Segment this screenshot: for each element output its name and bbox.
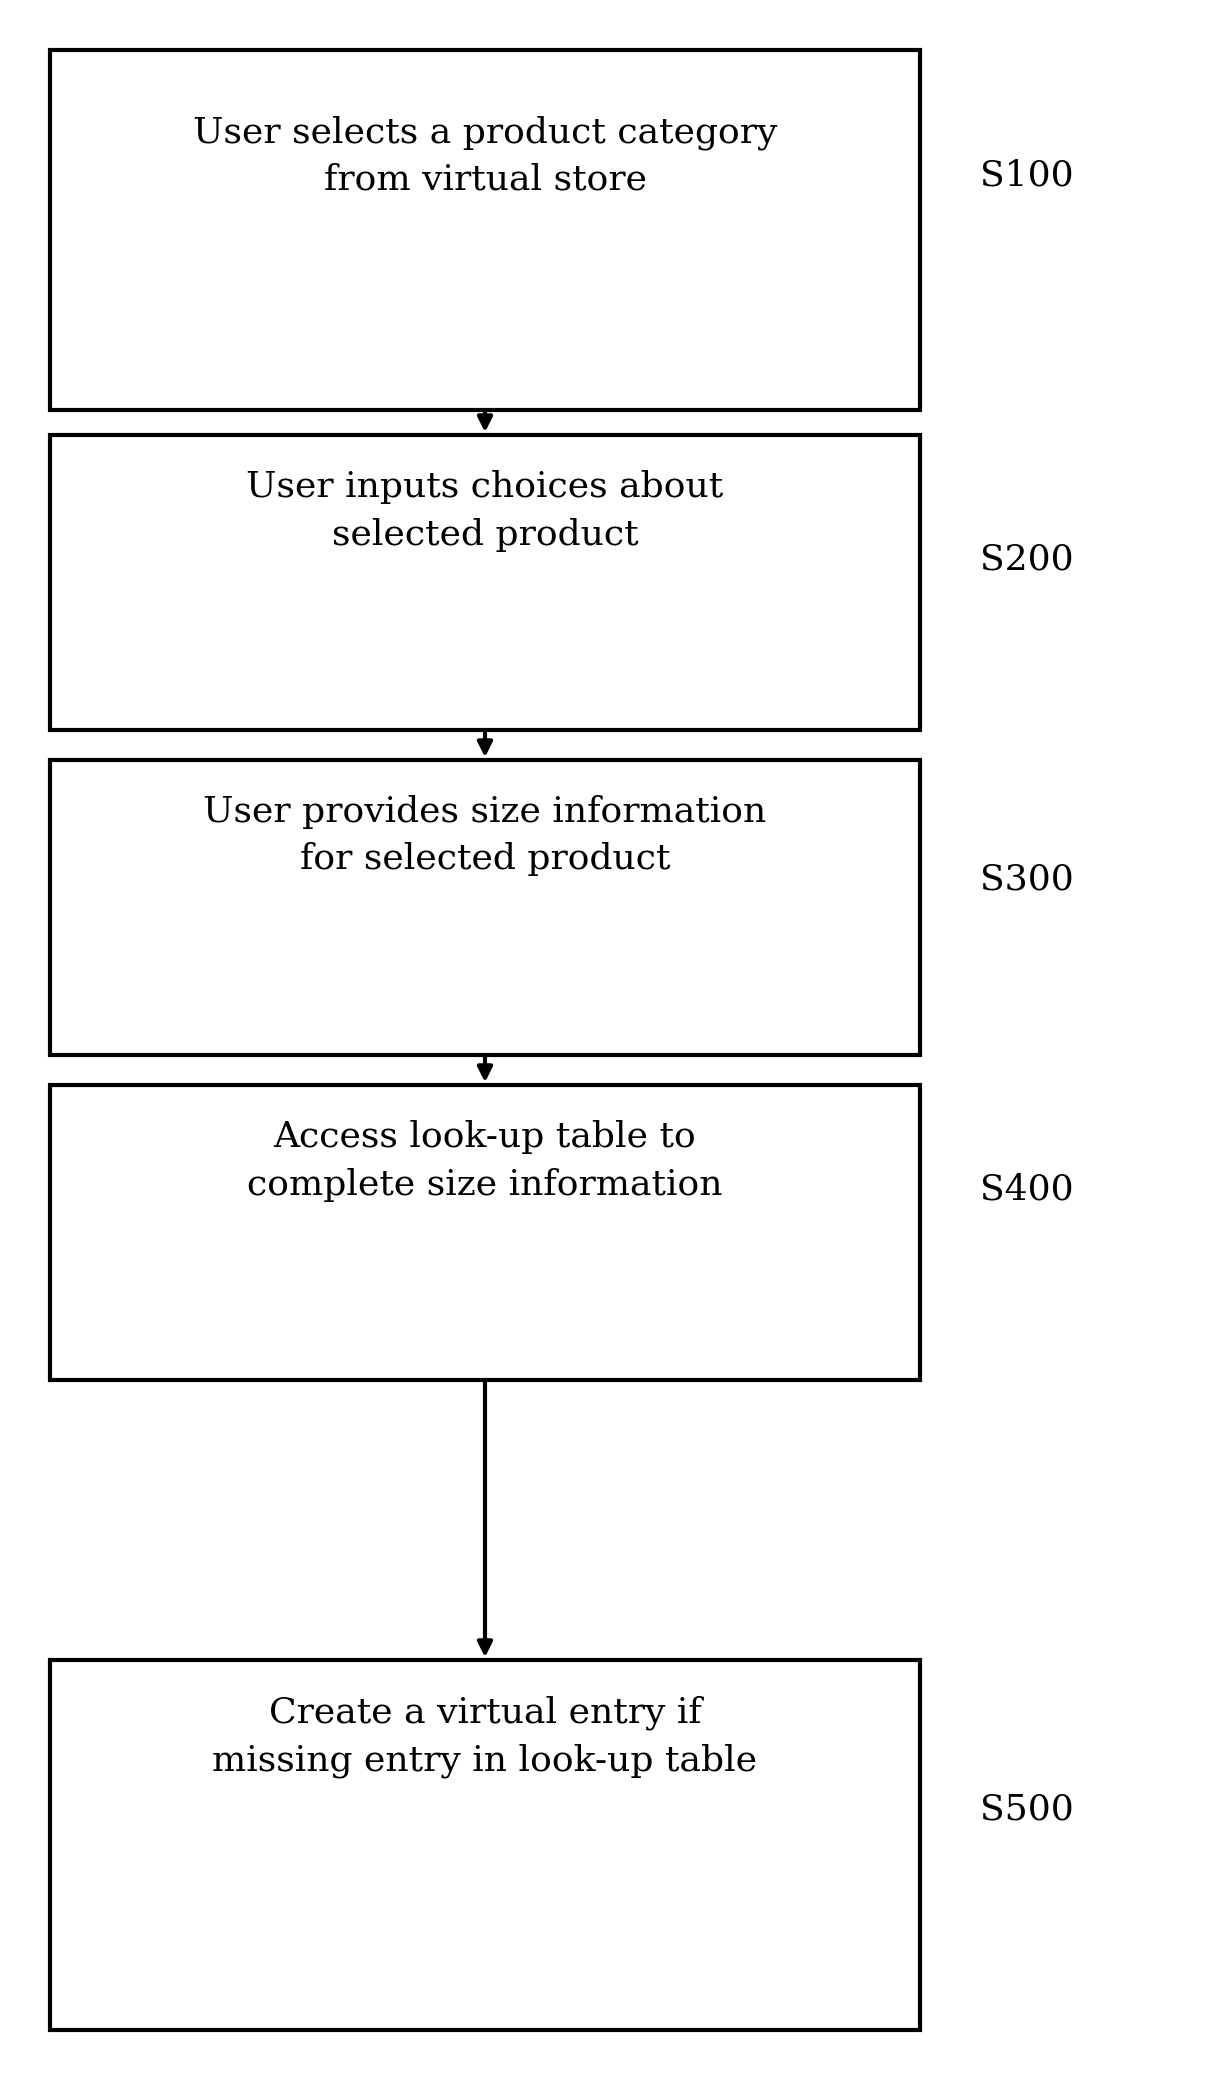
Bar [50,435,920,730]
Text: S300: S300 [981,862,1074,898]
Text: S400: S400 [981,1173,1074,1206]
Text: User inputs choices about
selected product: User inputs choices about selected produ… [247,471,724,551]
Text: S500: S500 [981,1793,1074,1826]
Text: Create a virtual entry if
missing entry in look-up table: Create a virtual entry if missing entry … [213,1696,758,1777]
Text: User provides size information
for selected product: User provides size information for selec… [203,796,767,877]
Bar [50,50,920,410]
Text: Access look-up table to
complete size information: Access look-up table to complete size in… [247,1119,723,1202]
Text: S200: S200 [981,543,1074,576]
Bar [50,1084,920,1381]
Bar [50,1660,920,2029]
Text: S100: S100 [981,158,1074,193]
Text: User selects a product category
from virtual store: User selects a product category from vir… [193,114,778,197]
Bar [50,761,920,1055]
